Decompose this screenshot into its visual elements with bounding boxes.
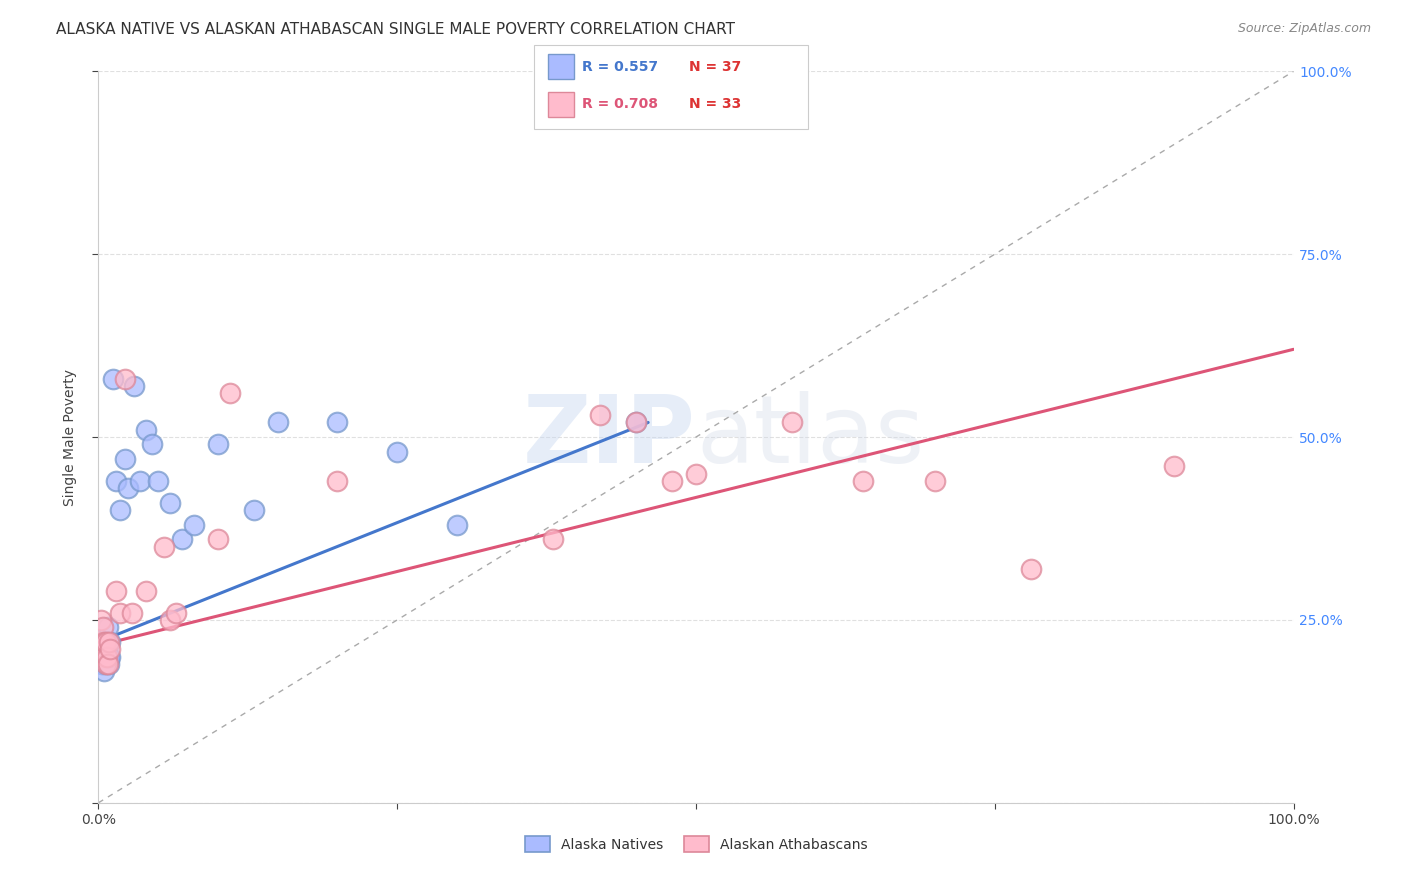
Text: N = 37: N = 37 <box>689 60 741 74</box>
Point <box>97 620 120 634</box>
Point <box>98 635 122 649</box>
Point <box>326 474 349 488</box>
Point <box>108 503 131 517</box>
Point <box>626 416 648 430</box>
Point <box>207 437 229 451</box>
Point <box>108 606 131 620</box>
Point <box>98 649 122 664</box>
Text: N = 33: N = 33 <box>689 97 741 112</box>
Point <box>98 657 121 671</box>
Point <box>97 657 120 671</box>
Point <box>1019 562 1042 576</box>
Point <box>326 416 349 430</box>
Point <box>93 635 115 649</box>
Point <box>172 533 194 547</box>
Point <box>183 517 205 532</box>
Point <box>267 416 290 430</box>
Point <box>93 649 115 664</box>
Point <box>101 371 124 385</box>
Point <box>91 635 114 649</box>
Point <box>135 583 157 598</box>
Legend: Alaska Natives, Alaskan Athabascans: Alaska Natives, Alaskan Athabascans <box>519 830 873 858</box>
Point <box>93 664 115 678</box>
Point <box>780 416 803 430</box>
Point <box>94 642 117 657</box>
Y-axis label: Single Male Poverty: Single Male Poverty <box>63 368 77 506</box>
Point <box>98 635 121 649</box>
Point <box>91 657 114 671</box>
Point <box>541 533 564 547</box>
Point <box>91 642 114 657</box>
Point <box>153 540 176 554</box>
Point <box>141 437 163 451</box>
Point <box>114 371 136 385</box>
Point <box>685 467 707 481</box>
Point <box>117 481 139 495</box>
Point <box>661 474 683 488</box>
Point <box>219 386 242 401</box>
Point <box>98 649 121 664</box>
Point <box>96 635 118 649</box>
Text: ALASKA NATIVE VS ALASKAN ATHABASCAN SINGLE MALE POVERTY CORRELATION CHART: ALASKA NATIVE VS ALASKAN ATHABASCAN SING… <box>56 22 735 37</box>
Point <box>148 474 170 488</box>
Point <box>159 613 181 627</box>
Point <box>243 503 266 517</box>
Point <box>93 649 115 664</box>
Point <box>94 657 117 671</box>
Point <box>94 635 117 649</box>
Point <box>91 642 114 657</box>
Text: atlas: atlas <box>696 391 924 483</box>
Point <box>159 496 181 510</box>
Point <box>90 613 112 627</box>
Point <box>165 606 187 620</box>
Point <box>385 444 409 458</box>
Point <box>91 620 114 634</box>
Point <box>105 474 128 488</box>
Text: R = 0.708: R = 0.708 <box>582 97 658 112</box>
Point <box>924 474 946 488</box>
Point <box>94 657 117 671</box>
Point <box>124 379 146 393</box>
Point <box>96 649 118 664</box>
Text: ZIP: ZIP <box>523 391 696 483</box>
Point <box>114 452 136 467</box>
Point <box>97 635 120 649</box>
Point <box>91 657 114 671</box>
Point <box>93 635 115 649</box>
Point <box>105 583 128 598</box>
Point <box>207 533 229 547</box>
Point <box>852 474 875 488</box>
Point <box>98 642 122 657</box>
Text: R = 0.557: R = 0.557 <box>582 60 658 74</box>
Point <box>129 474 152 488</box>
Point <box>589 408 612 422</box>
Text: Source: ZipAtlas.com: Source: ZipAtlas.com <box>1237 22 1371 36</box>
Point <box>446 517 468 532</box>
Point <box>626 416 648 430</box>
Point <box>90 642 112 657</box>
Point <box>1163 459 1185 474</box>
Point <box>96 649 118 664</box>
Point <box>135 423 157 437</box>
Point <box>121 606 143 620</box>
